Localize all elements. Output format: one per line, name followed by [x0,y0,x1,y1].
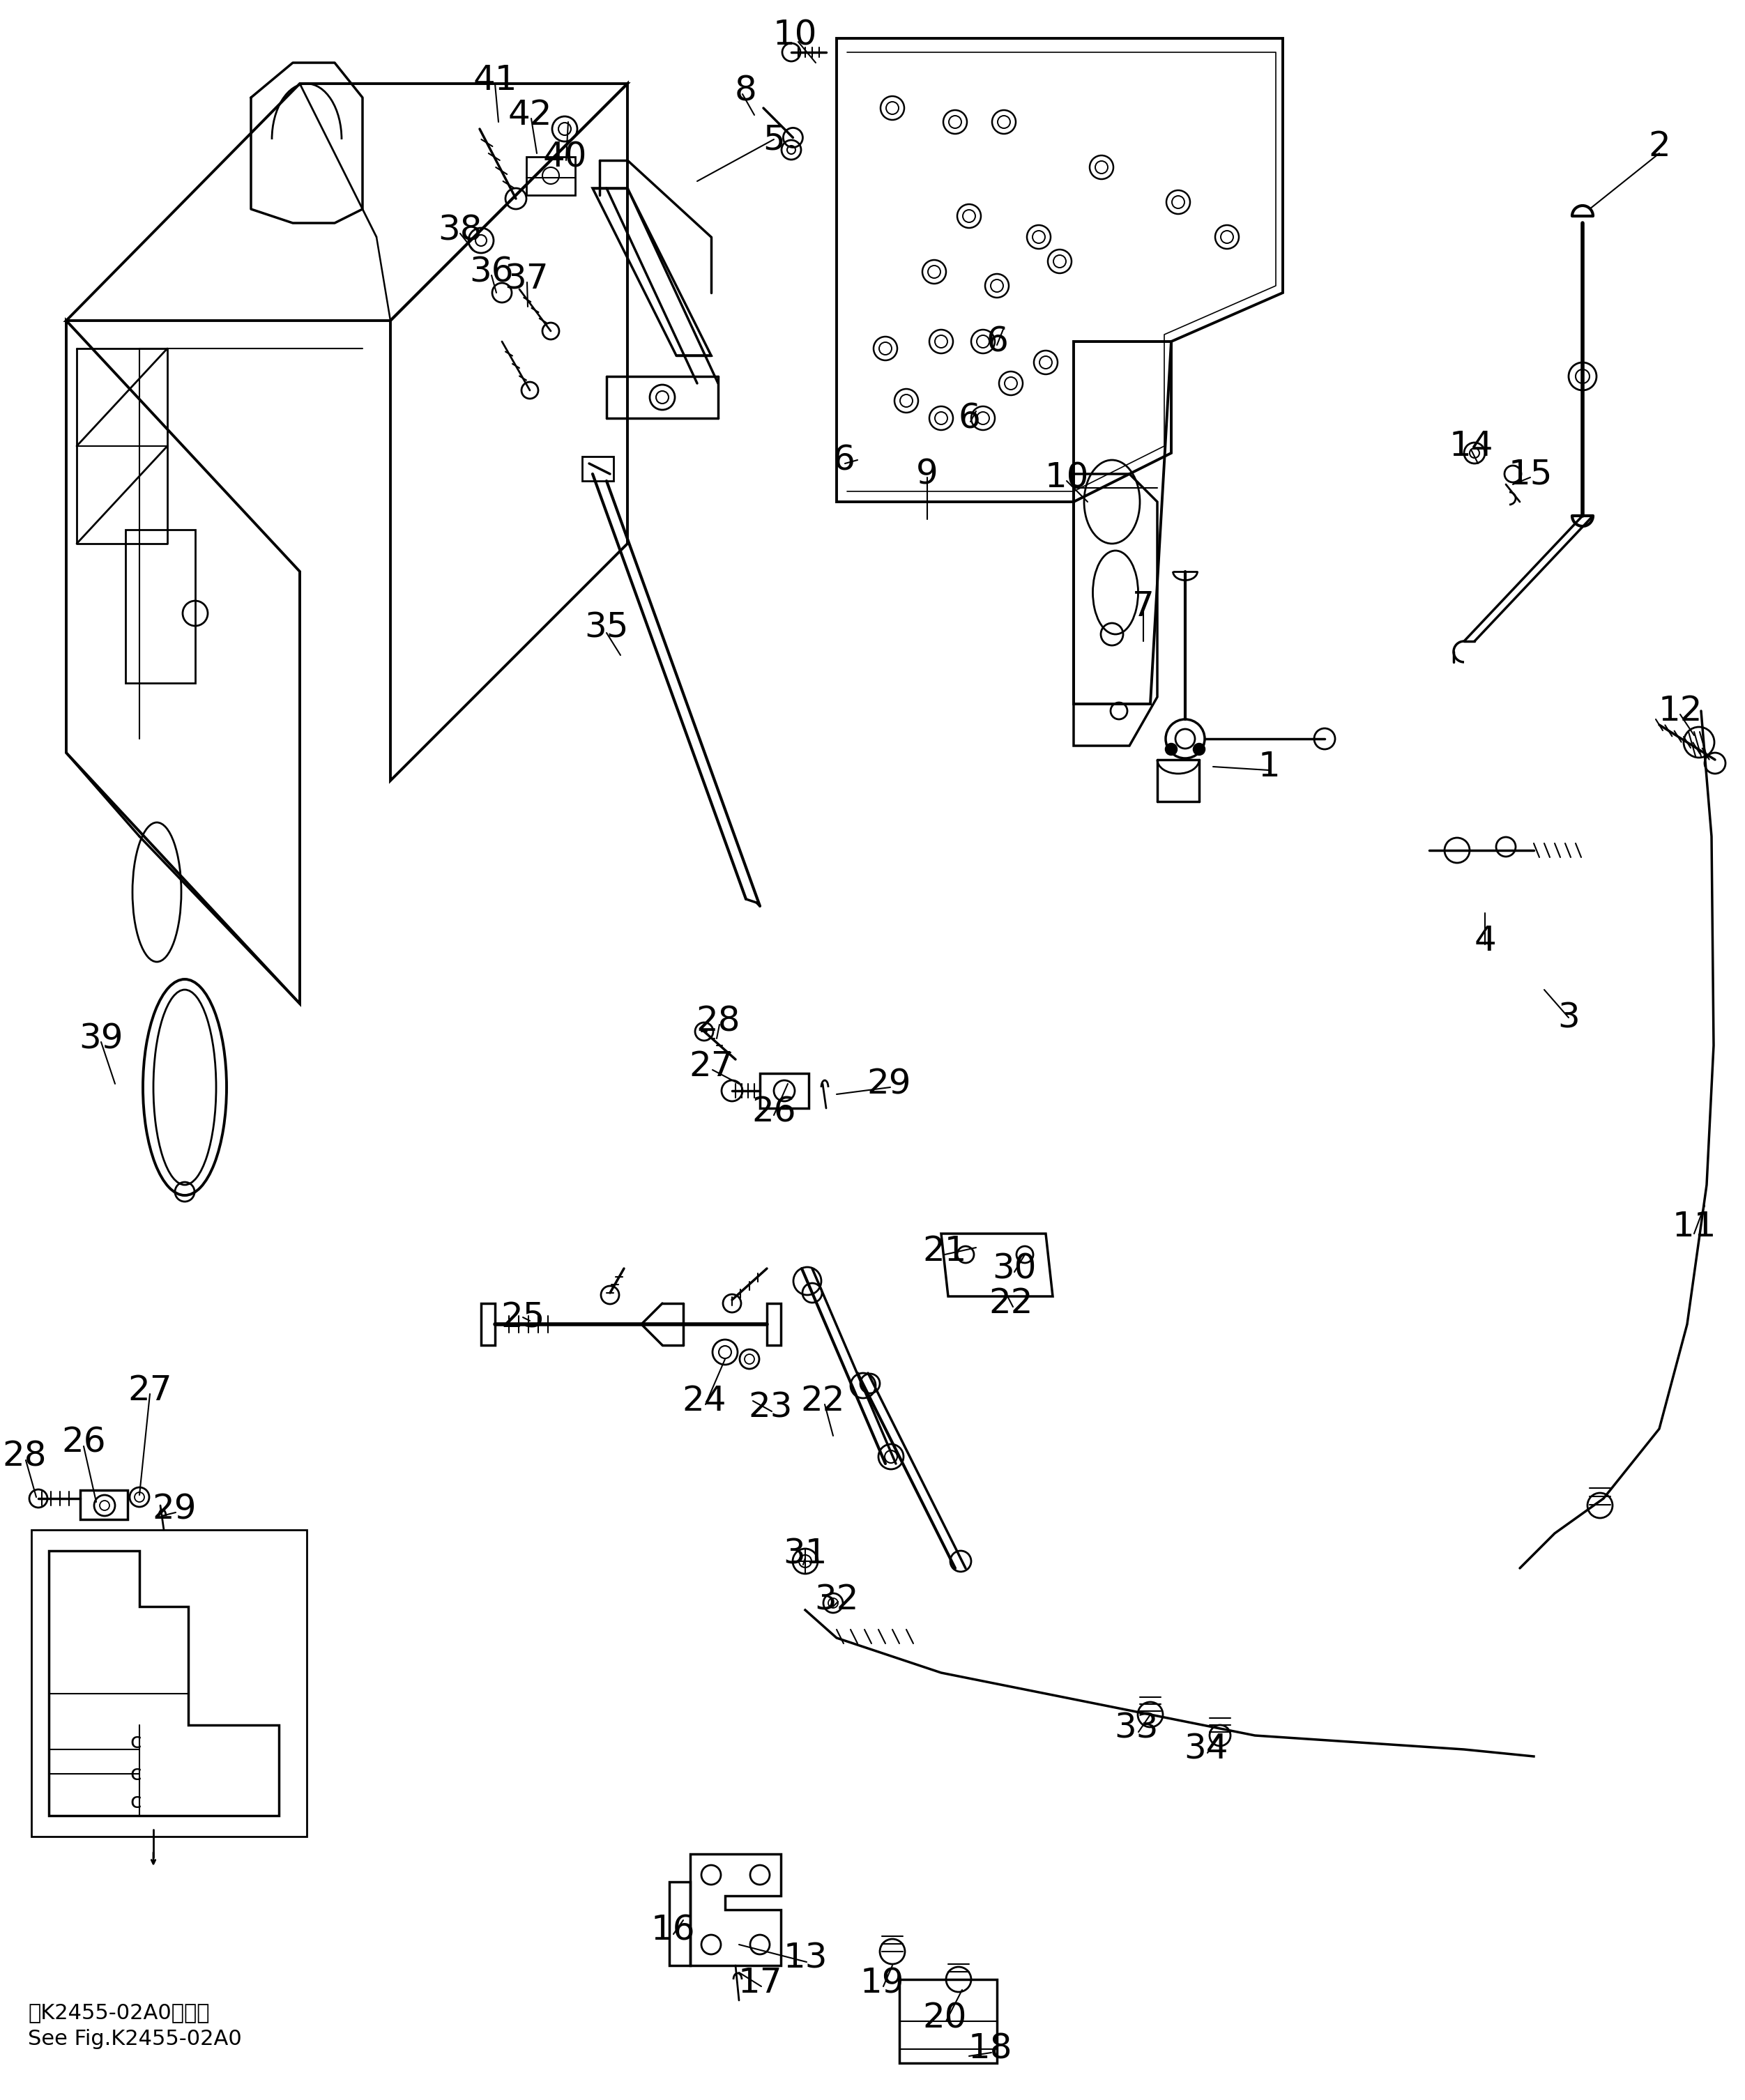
Text: 28: 28 [2,1441,47,1474]
Bar [527,158,576,195]
Bar [759,1073,808,1109]
Text: 36: 36 [469,254,513,288]
Text: 41: 41 [473,63,517,97]
Text: 21: 21 [923,1235,967,1268]
Text: 37: 37 [504,262,548,296]
Text: 10: 10 [773,19,817,52]
Text: 32: 32 [815,1583,859,1617]
Circle shape [1166,743,1176,754]
Bar [31,1531,307,1838]
Text: 12: 12 [1658,695,1703,727]
Bar [583,456,614,481]
Text: 6: 6 [832,443,855,477]
Text: 22: 22 [989,1287,1033,1321]
Text: 6: 6 [958,401,981,435]
Text: 16: 16 [651,1913,695,1947]
Text: 23: 23 [749,1390,792,1424]
Text: 第K2455-02A0図参照: 第K2455-02A0図参照 [28,2003,209,2022]
Text: 31: 31 [784,1537,827,1571]
Text: 42: 42 [508,99,551,132]
Text: 20: 20 [923,2001,967,2035]
Text: 29: 29 [867,1067,911,1100]
Text: 5: 5 [763,122,785,155]
Text: 6: 6 [986,326,1009,359]
Text: 28: 28 [696,1004,740,1037]
Text: 17: 17 [738,1966,782,1999]
Text: 22: 22 [801,1384,845,1418]
Text: 26: 26 [61,1426,106,1460]
Text: 39: 39 [79,1023,124,1054]
Text: 13: 13 [784,1943,827,1976]
Text: 14: 14 [1448,428,1494,462]
Text: 15: 15 [1508,458,1553,491]
Text: 18: 18 [968,2033,1012,2066]
Text: 3: 3 [1558,1002,1579,1035]
Text: 27: 27 [689,1050,733,1084]
Text: 9: 9 [916,458,939,491]
Text: 10: 10 [1045,460,1089,494]
Text: 34: 34 [1183,1732,1228,1766]
Text: 38: 38 [438,214,482,246]
Text: 26: 26 [752,1094,796,1128]
Bar [126,529,195,682]
Text: 30: 30 [993,1252,1037,1285]
Text: 2: 2 [1649,130,1670,164]
Text: 11: 11 [1672,1210,1717,1243]
Text: 8: 8 [735,74,757,107]
Text: c: c [131,1764,141,1783]
Text: 27: 27 [127,1373,173,1407]
Text: 25: 25 [501,1300,544,1334]
Text: 1: 1 [1258,750,1279,783]
Text: 19: 19 [860,1966,904,1999]
Text: 33: 33 [1115,1712,1159,1745]
Text: 7: 7 [1133,590,1155,624]
Text: See Fig.K2455-02A0: See Fig.K2455-02A0 [28,2029,243,2050]
Text: 35: 35 [585,611,628,645]
Text: 29: 29 [152,1493,197,1527]
Text: c: c [131,1732,141,1754]
Text: 4: 4 [1475,924,1495,958]
Text: c: c [131,1791,141,1812]
Circle shape [1194,743,1204,754]
Text: 24: 24 [682,1384,726,1418]
Text: 40: 40 [543,141,586,174]
Bar [80,1491,127,1520]
